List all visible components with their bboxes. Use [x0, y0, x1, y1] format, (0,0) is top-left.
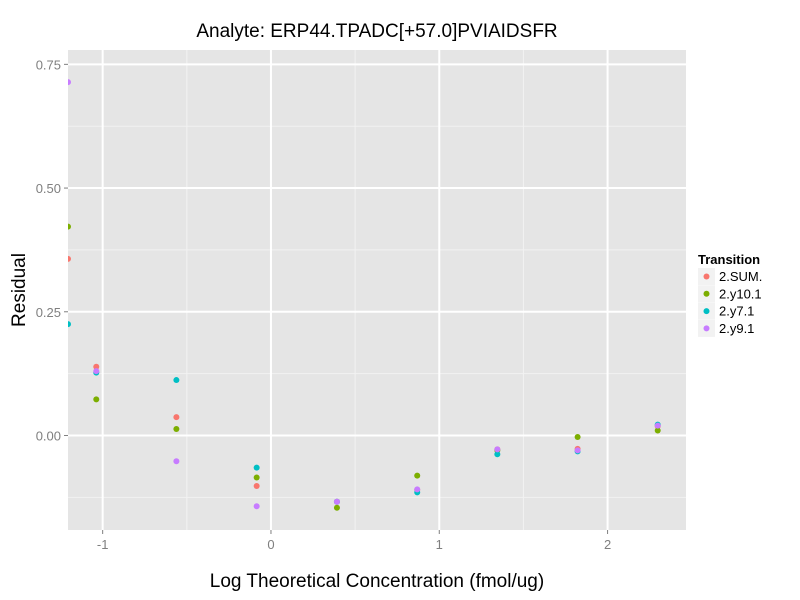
- point-2-y7-1: [253, 464, 260, 471]
- point-2-y10-1: [414, 472, 421, 479]
- point-2-y10-1: [253, 474, 260, 481]
- y-axis-ticks: 0.00 0.25 0.50 0.75: [36, 57, 68, 443]
- chart-title: Analyte: ERP44.TPADC[+57.0]PVIAIDSFR: [196, 21, 557, 42]
- point-2-y9-1: [414, 486, 421, 493]
- point-2-y10-1: [654, 427, 661, 434]
- legend-swatch: [703, 273, 710, 280]
- point-2-y7-1: [173, 377, 180, 384]
- point-2-y7-1: [494, 451, 501, 458]
- point-2-y9-1: [93, 368, 100, 375]
- legend-swatch: [703, 325, 710, 332]
- point-2-y9-1: [173, 458, 180, 465]
- x-tick-label: -1: [97, 537, 109, 552]
- legend: Transition 2.SUM. 2.y10.1 2.y7.1 2.y9.1: [698, 252, 762, 337]
- point-2-SUM: [253, 482, 260, 489]
- point-2-SUM: [68, 255, 71, 262]
- point-2-y7-1: [68, 321, 71, 328]
- y-tick-label: 0.75: [36, 57, 61, 72]
- x-axis-ticks: -1 0 1 2: [97, 530, 611, 552]
- y-tick-label: 0.00: [36, 428, 61, 443]
- point-2-y10-1: [68, 223, 71, 230]
- legend-title: Transition: [698, 252, 760, 267]
- x-axis-label: Log Theoretical Concentration (fmol/ug): [210, 571, 544, 592]
- point-2-y10-1: [574, 433, 581, 440]
- y-tick-label: 0.50: [36, 181, 61, 196]
- plot-panel: [68, 50, 686, 530]
- y-tick-label: 0.25: [36, 305, 61, 320]
- legend-label: 2.y9.1: [719, 321, 754, 336]
- legend-label: 2.SUM.: [719, 269, 762, 284]
- legend-label: 2.y7.1: [719, 304, 754, 319]
- x-tick-label: 2: [604, 537, 611, 552]
- data-points: [68, 79, 661, 511]
- point-2-y9-1: [574, 447, 581, 454]
- legend-label: 2.y10.1: [719, 286, 762, 301]
- point-2-SUM: [93, 363, 100, 370]
- point-2-y9-1: [68, 79, 71, 86]
- point-2-y10-1: [93, 396, 100, 403]
- legend-swatch: [703, 290, 710, 297]
- point-2-y9-1: [654, 422, 661, 429]
- point-2-SUM: [173, 414, 180, 421]
- legend-swatch: [703, 308, 710, 315]
- x-tick-label: 0: [267, 537, 274, 552]
- grid-lines: [68, 50, 686, 530]
- point-2-y9-1: [333, 498, 340, 505]
- point-2-y9-1: [494, 446, 501, 453]
- point-2-y10-1: [173, 426, 180, 433]
- x-tick-label: 1: [436, 537, 443, 552]
- point-2-y9-1: [253, 503, 260, 510]
- y-axis-label: Residual: [9, 253, 30, 327]
- point-2-y10-1: [333, 504, 340, 511]
